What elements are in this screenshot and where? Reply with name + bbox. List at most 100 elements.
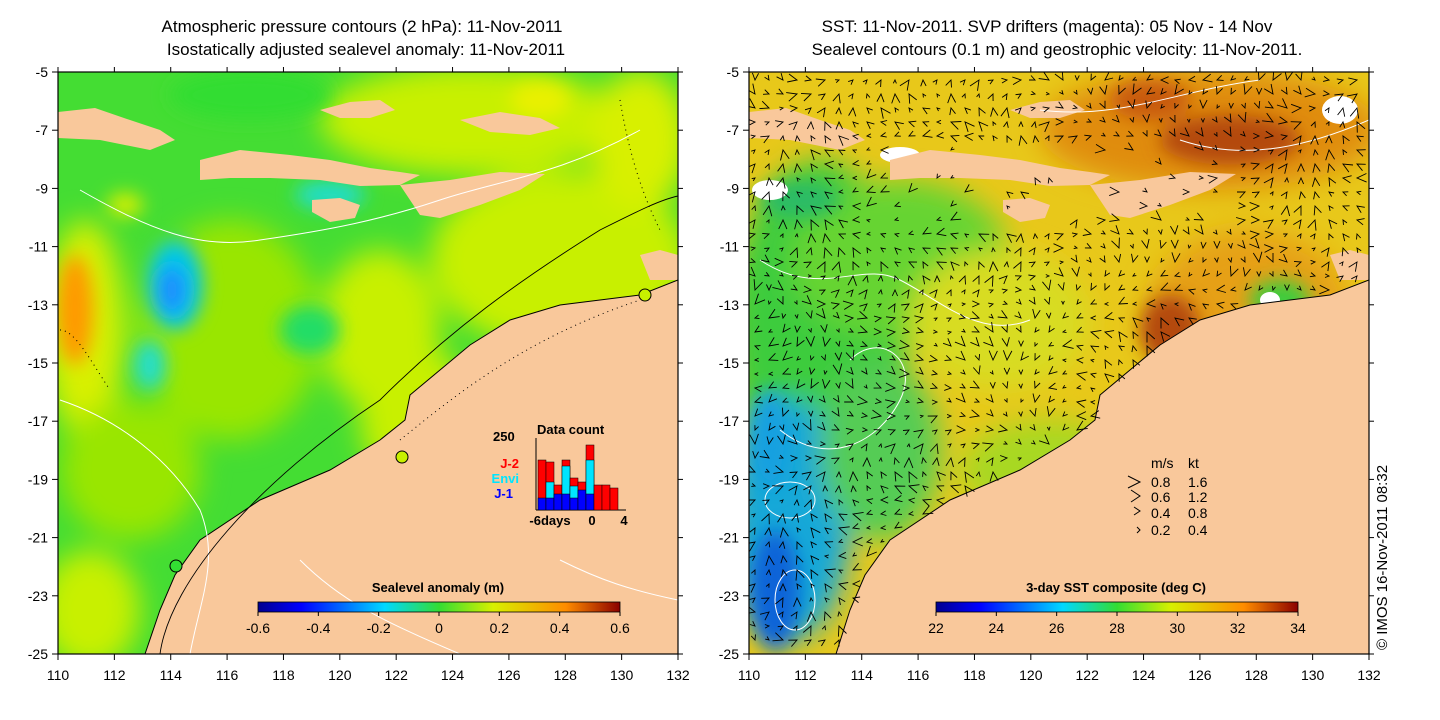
velocity-arrow — [885, 316, 897, 325]
velocity-arrow — [1039, 434, 1050, 445]
velocity-arrow — [1048, 365, 1058, 375]
velocity-arrow — [1240, 256, 1246, 263]
velocity-arrow — [970, 337, 980, 347]
velocity-arrow — [754, 293, 766, 305]
velocity-arrow — [764, 468, 771, 473]
velocity-arrow — [847, 274, 857, 286]
velocity-arrow — [1061, 358, 1067, 363]
velocity-arrow — [1001, 324, 1008, 334]
velocity-arrow — [791, 275, 799, 280]
right-x-tick-label: 120 — [1019, 667, 1043, 683]
velocity-arrow — [1342, 233, 1350, 242]
velocity-arrow — [976, 92, 980, 98]
velocity-arrow — [884, 443, 896, 455]
velocity-arrow — [1229, 286, 1237, 292]
velocity-arrow — [1006, 191, 1014, 198]
velocity-arrow — [1200, 118, 1205, 124]
velocity-arrow — [794, 232, 799, 238]
velocity-arrow — [975, 470, 981, 477]
velocity-arrow — [788, 485, 798, 496]
velocity-arrow — [992, 135, 998, 142]
velocity-arrow — [886, 411, 897, 421]
velocity-arrow — [845, 349, 855, 362]
velocity-arrow — [857, 325, 869, 334]
velocity-arrow — [1310, 134, 1319, 145]
velocity-arrow — [1348, 261, 1358, 272]
velocity-arrow — [809, 367, 816, 376]
velocity-arrow — [1068, 135, 1078, 144]
velocity-key-header-ms: m/s — [1151, 455, 1174, 471]
velocity-arrow — [819, 289, 826, 295]
velocity-arrow — [1129, 243, 1134, 250]
velocity-arrow — [793, 596, 802, 607]
velocity-arrow — [838, 597, 846, 606]
velocity-arrow — [865, 538, 873, 544]
velocity-arrow — [1160, 103, 1165, 109]
left-y-axis: -5 -7 -9 -11 -13 -15 -17 -19 -21 -23 -25 — [28, 64, 683, 662]
velocity-arrow — [862, 427, 869, 433]
left-x-tick-label: 120 — [328, 667, 352, 683]
velocity-arrow — [1174, 84, 1184, 95]
velocity-arrow — [1118, 296, 1128, 305]
velocity-arrow — [749, 232, 757, 240]
velocity-arrow — [954, 335, 966, 347]
velocity-arrow — [805, 246, 813, 256]
velocity-arrow — [930, 382, 939, 390]
velocity-arrow — [1228, 102, 1234, 110]
velocity-arrow — [879, 496, 889, 504]
velocity-arrow — [1000, 106, 1010, 119]
velocity-arrow — [781, 313, 787, 320]
velocity-arrow — [1146, 270, 1153, 277]
velocity-arrow — [794, 300, 798, 305]
velocity-arrow — [964, 471, 975, 483]
colorbar-tick-label: 26 — [1049, 620, 1065, 636]
velocity-arrow — [782, 323, 791, 333]
velocity-arrow — [1014, 286, 1023, 293]
velocity-arrow — [964, 260, 969, 267]
velocity-arrow — [815, 78, 827, 87]
velocity-arrow — [950, 175, 955, 179]
velocity-arrow — [834, 352, 843, 362]
velocity-arrow — [768, 328, 773, 333]
velocity-arrow — [1006, 205, 1011, 210]
velocity-arrow — [950, 146, 955, 151]
velocity-arrow — [1264, 230, 1275, 239]
velocity-arrow — [1207, 174, 1219, 184]
velocity-arrow — [824, 191, 833, 199]
velocity-arrow — [749, 433, 759, 446]
velocity-arrow — [894, 247, 902, 255]
velocity-arrow — [936, 173, 941, 179]
velocity-arrow — [1073, 119, 1079, 124]
velocity-arrow — [1202, 303, 1210, 310]
velocity-arrow — [860, 341, 869, 348]
velocity-arrow — [1131, 301, 1137, 306]
velocity-arrow — [1320, 247, 1330, 257]
velocity-arrow — [892, 78, 897, 84]
velocity-arrow — [1047, 382, 1058, 390]
velocity-arrow — [1003, 398, 1008, 404]
sealevel-anomaly-map — [58, 72, 678, 654]
velocity-arrow — [1263, 83, 1274, 95]
velocity-arrow — [922, 485, 929, 492]
velocity-arrow — [894, 107, 900, 113]
velocity-arrow — [760, 254, 770, 263]
velocity-arrow — [1100, 230, 1106, 235]
velocity-arrow — [1240, 131, 1246, 137]
velocity-arrow — [837, 246, 846, 258]
velocity-arrow — [1076, 312, 1084, 319]
velocity-arrow — [1263, 177, 1274, 189]
velocity-arrow — [978, 247, 983, 252]
velocity-arrow — [947, 371, 953, 375]
velocity-arrow — [945, 456, 954, 468]
velocity-arrow — [1034, 380, 1041, 390]
velocity-arrow — [1117, 317, 1125, 323]
velocity-arrow — [1126, 130, 1135, 137]
velocity-arrow — [1089, 299, 1097, 305]
velocity-arrow — [1280, 86, 1288, 95]
data-count-inset: Data count 250 — [478, 418, 634, 533]
velocity-arrow — [848, 470, 859, 482]
velocity-arrow — [1099, 116, 1106, 123]
velocity-arrow — [1293, 260, 1303, 268]
velocity-arrow — [1129, 117, 1135, 124]
velocity-arrow — [1238, 202, 1247, 209]
